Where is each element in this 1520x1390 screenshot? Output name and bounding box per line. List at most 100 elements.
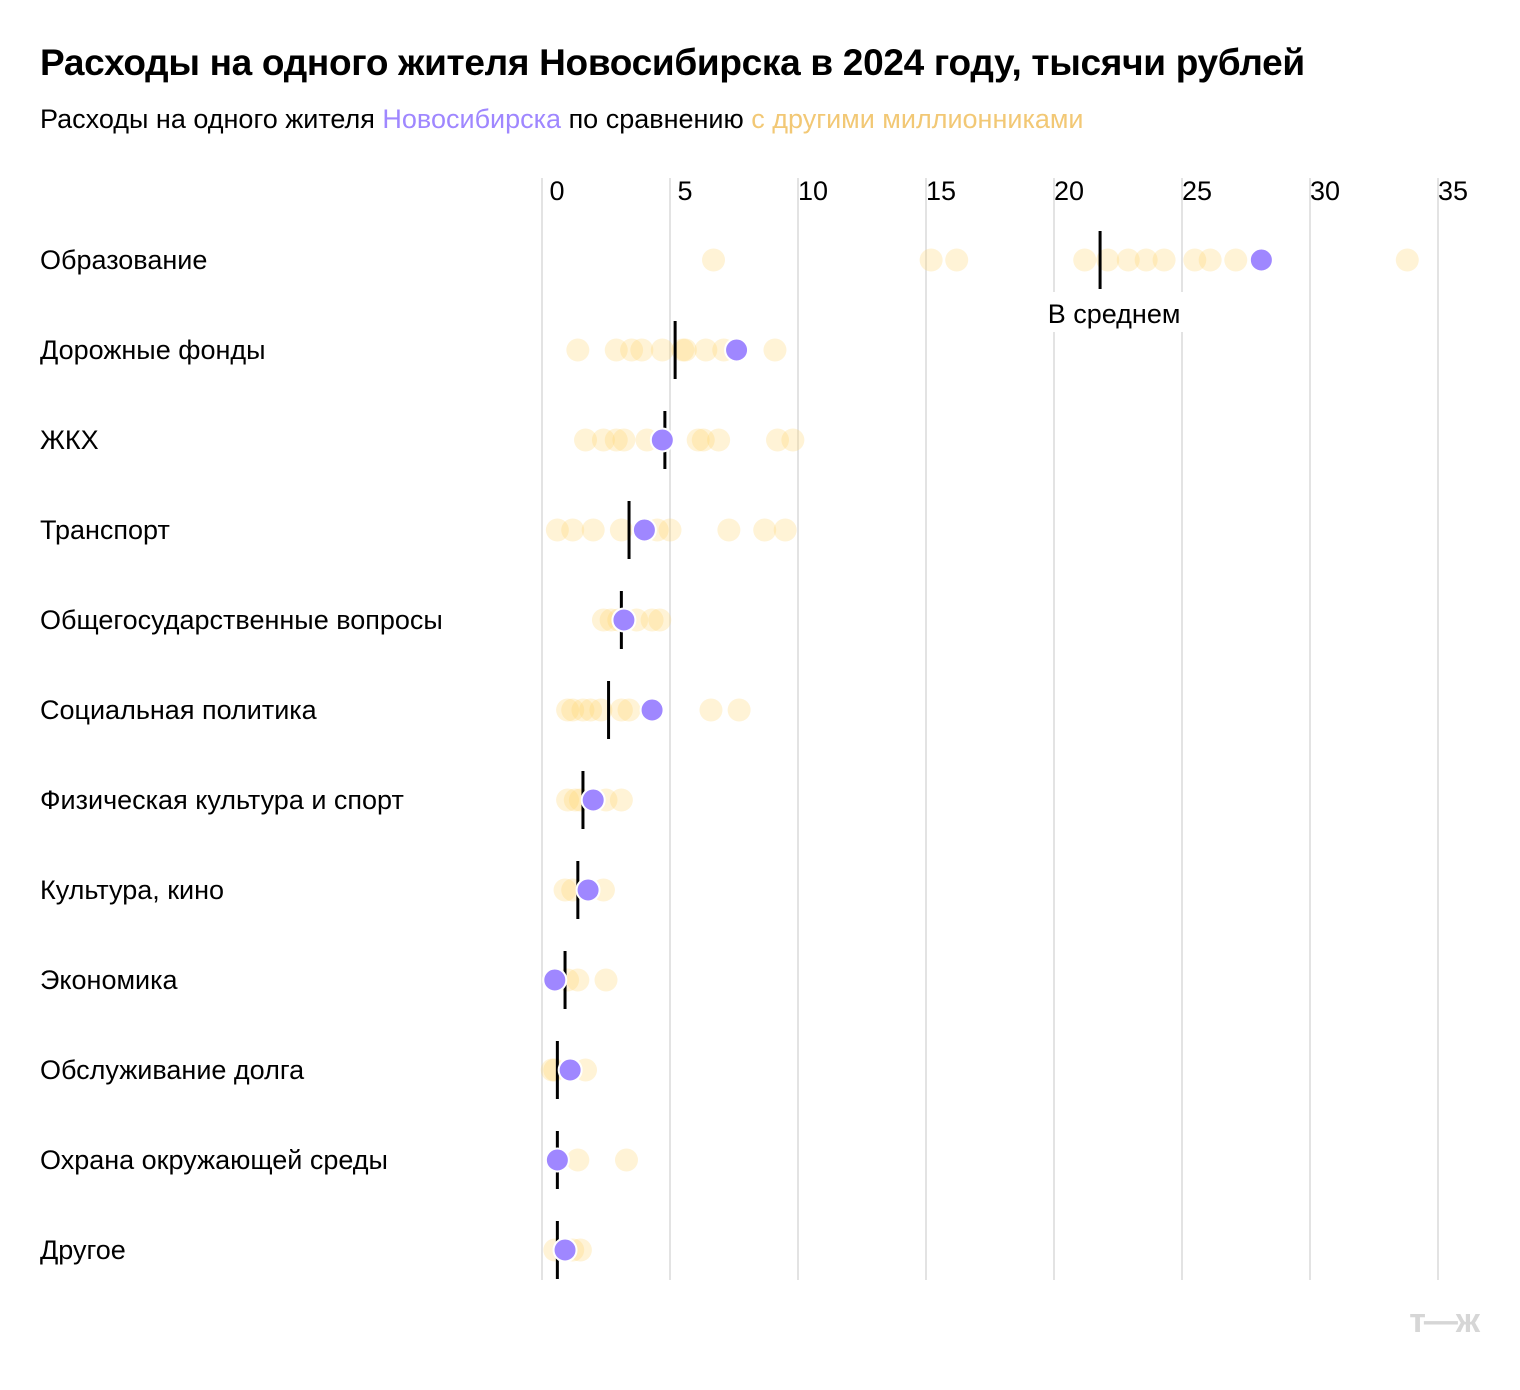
novosibirsk-point [1248, 247, 1274, 273]
other-city-point [574, 428, 598, 452]
chart-title: Расходы на одного жителя Новосибирска в … [40, 42, 1305, 83]
other-city-point [609, 788, 633, 812]
other-city-point [571, 698, 595, 722]
other-city-point [694, 338, 718, 362]
other-city-point [673, 338, 697, 362]
other-city-point [561, 698, 585, 722]
other-city-point [727, 698, 751, 722]
category-label: Физическая культура и спорт [40, 785, 404, 815]
category-label: Культура, кино [40, 875, 224, 905]
other-city-point [1183, 248, 1207, 272]
novosibirsk-point [611, 607, 637, 633]
other-city-point [589, 698, 613, 722]
other-city-point [566, 338, 590, 362]
x-tick-label: 5 [677, 176, 692, 206]
other-city-point [566, 1148, 590, 1172]
subtitle-prefix: Расходы на одного жителя [40, 104, 383, 134]
other-city-point [591, 428, 615, 452]
other-city-point [563, 788, 587, 812]
other-city-point [945, 248, 969, 272]
other-city-point [1096, 248, 1120, 272]
other-city-point [763, 338, 787, 362]
other-city-point [773, 518, 797, 542]
other-city-point [556, 788, 580, 812]
novosibirsk-point [557, 1057, 583, 1083]
other-city-point [1395, 248, 1419, 272]
x-tick-label: 10 [798, 176, 828, 206]
other-city-point [556, 698, 580, 722]
other-city-point [604, 338, 628, 362]
subtitle-city-legend: Новосибирска [382, 104, 562, 134]
other-city-point [1224, 248, 1248, 272]
chart-subtitle: Расходы на одного жителя Новосибирска по… [40, 104, 1084, 135]
other-city-point [686, 428, 710, 452]
category-label: Дорожные фонды [40, 335, 266, 365]
other-city-point [717, 518, 741, 542]
novosibirsk-point [552, 1237, 578, 1263]
other-city-point [609, 698, 633, 722]
category-label: Транспорт [40, 515, 170, 545]
novosibirsk-point [544, 1147, 570, 1173]
other-city-point [707, 428, 731, 452]
novosibirsk-point [542, 967, 568, 993]
novosibirsk-point [580, 787, 606, 813]
category-label: Экономика [40, 965, 179, 995]
other-city-point [609, 518, 633, 542]
x-tick-label: 0 [549, 176, 564, 206]
x-tick-label: 20 [1054, 176, 1084, 206]
other-city-point [612, 428, 636, 452]
other-city-point [594, 968, 618, 992]
category-label: Социальная политика [40, 695, 318, 725]
other-city-point [545, 518, 569, 542]
other-city-point [650, 338, 674, 362]
other-city-point [753, 518, 777, 542]
x-tick-label: 25 [1182, 176, 1212, 206]
novosibirsk-point [631, 517, 657, 543]
novosibirsk-point [649, 427, 675, 453]
other-city-point [630, 338, 654, 362]
category-label: Общегосударственные вопросы [40, 605, 443, 635]
other-city-point [781, 428, 805, 452]
other-city-point [1116, 248, 1140, 272]
other-city-point [553, 878, 577, 902]
other-city-point [566, 968, 590, 992]
other-city-point [671, 338, 695, 362]
other-city-point [1134, 248, 1158, 272]
category-label: ЖКХ [40, 425, 99, 455]
mean-label-bg [1034, 292, 1195, 332]
other-city-point [581, 518, 605, 542]
category-label: Обслуживание долга [40, 1055, 305, 1085]
other-city-point [1073, 248, 1097, 272]
other-city-point [579, 698, 603, 722]
other-city-point [640, 608, 664, 632]
other-city-point [561, 518, 585, 542]
other-city-point [699, 698, 723, 722]
other-city-point [620, 338, 644, 362]
other-city-point [919, 248, 943, 272]
novosibirsk-point [724, 337, 750, 363]
other-city-point [614, 1148, 638, 1172]
subtitle-others-legend: с другими миллионниками [751, 104, 1084, 134]
category-label: Другое [40, 1235, 126, 1265]
logo: т—ж [1409, 1302, 1480, 1340]
other-city-point [591, 608, 615, 632]
category-label: Охрана окружающей среды [40, 1145, 388, 1175]
other-city-point [1152, 248, 1176, 272]
other-city-point [691, 428, 715, 452]
subtitle-middle: по сравнению [561, 104, 752, 134]
other-city-point [604, 428, 628, 452]
novosibirsk-point [575, 877, 601, 903]
other-city-point [766, 428, 790, 452]
other-city-point [702, 248, 726, 272]
category-label: Образование [40, 245, 207, 275]
other-city-point [617, 698, 641, 722]
x-tick-label: 15 [926, 176, 956, 206]
other-city-point [658, 518, 682, 542]
x-tick-label: 30 [1310, 176, 1340, 206]
other-city-point [1198, 248, 1222, 272]
mean-label: В среднем [1048, 299, 1181, 329]
novosibirsk-point [639, 697, 665, 723]
x-tick-label: 35 [1438, 176, 1468, 206]
other-city-point [648, 608, 672, 632]
